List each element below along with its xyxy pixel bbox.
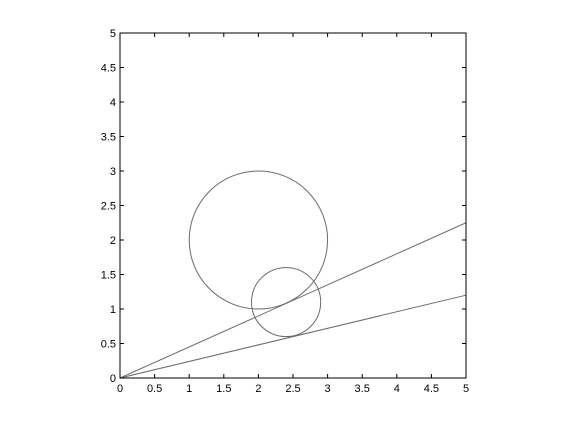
- x-tick-label: 2.5: [285, 383, 300, 395]
- circle-1: [188, 170, 329, 310]
- x-tick-label: 2: [255, 383, 261, 395]
- y-tick-label: 4.5: [101, 63, 116, 75]
- x-tick-label: 0.5: [147, 383, 162, 395]
- y-tick-label: 4: [110, 97, 116, 109]
- circle-2: [250, 267, 322, 338]
- x-tick-label: 3: [325, 383, 331, 395]
- y-tick-label: 5: [110, 28, 116, 40]
- y-tick-label: 1.5: [101, 270, 116, 282]
- y-tick-label: 2.5: [101, 201, 116, 213]
- y-tick-label: 3.5: [101, 132, 116, 144]
- x-tick-label: 1.5: [216, 383, 231, 395]
- x-tick-label: 0: [117, 383, 123, 395]
- x-tick-label: 5: [463, 383, 469, 395]
- y-tick-label: 3: [110, 166, 116, 178]
- line-series-2: [119, 294, 467, 379]
- y-tick-label: 1: [110, 304, 116, 316]
- y-tick-label: 0: [110, 373, 116, 385]
- x-tick-label: 1: [186, 383, 192, 395]
- y-tick-label: 2: [110, 235, 116, 247]
- axis-tick-labels: 0 0.5 1 1.5 2 2.5 3 3.5 4 4.5 5 0 0.5 1 1.5 2 2.5 3 3.5 4 4.…: [101, 28, 469, 395]
- y-tick-label: 0.5: [101, 339, 116, 351]
- x-tick-label: 4: [394, 383, 400, 395]
- data-marks: [119, 170, 467, 379]
- x-tick-label: 4.5: [424, 383, 439, 395]
- axis-ticks: [119, 32, 467, 379]
- x-tick-label: 3.5: [355, 383, 370, 395]
